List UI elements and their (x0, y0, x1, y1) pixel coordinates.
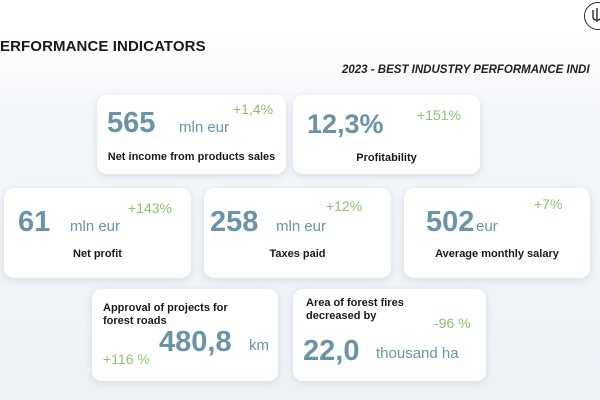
metric-growth: -96 % (434, 315, 471, 331)
metric-value: 258 (210, 206, 259, 238)
metric-label: Taxes paid (269, 248, 326, 260)
metric-growth: +12% (326, 198, 363, 214)
card-average-salary: 502 eur +7% Average monthly salary (404, 188, 590, 278)
card-taxes-paid: 258 mln eur +12% Taxes paid (204, 188, 391, 278)
metric-value: 480,8 (159, 326, 232, 358)
card-net-income: 565 mln eur +1,4% Net income from produc… (97, 95, 286, 174)
metric-unit: mln eur (179, 119, 230, 136)
metric-growth: +7% (534, 196, 563, 212)
metric-value: 565 (107, 107, 156, 139)
metric-unit: mln eur (70, 218, 121, 235)
metric-label-line2: decreased by (306, 310, 377, 322)
page-title: ERFORMANCE INDICATORS (0, 38, 206, 55)
card-net-profit: 61 mln eur +143% Net profit (4, 188, 191, 278)
metric-label-line1: Approval of projects for (103, 302, 228, 314)
metric-value: 22,0 (303, 335, 360, 367)
page-subtitle: 2023 - BEST INDUSTRY PERFORMANCE INDI (342, 64, 590, 76)
metric-label: Average monthly salary (435, 248, 559, 260)
metric-unit: mln eur (276, 218, 327, 235)
metric-unit: thousand ha (376, 345, 459, 362)
metric-value: 12,3% (307, 109, 384, 139)
metric-label: Net income from products sales (107, 151, 276, 163)
metric-growth: +116 % (103, 351, 150, 367)
metric-unit: km (249, 337, 269, 354)
metric-label-line2: forest roads (103, 315, 167, 327)
metric-label: Profitability (356, 152, 417, 164)
metric-growth: +1,4% (233, 101, 274, 117)
top-bar (0, 0, 600, 34)
metric-unit: eur (476, 218, 498, 235)
metric-value: 502 (426, 206, 475, 238)
metric-growth: +143% (128, 200, 172, 216)
card-profitability: 12,3% +151% Profitability (293, 95, 480, 174)
card-forest-fires: Area of forest fires decreased by -96 % … (293, 289, 486, 381)
card-forest-roads: Approval of projects for forest roads 48… (92, 289, 278, 381)
metric-value: 61 (18, 206, 51, 238)
metric-label-line1: Area of forest fires (306, 297, 404, 309)
metric-growth: +151% (417, 107, 461, 123)
metric-label: Net profit (73, 248, 122, 260)
